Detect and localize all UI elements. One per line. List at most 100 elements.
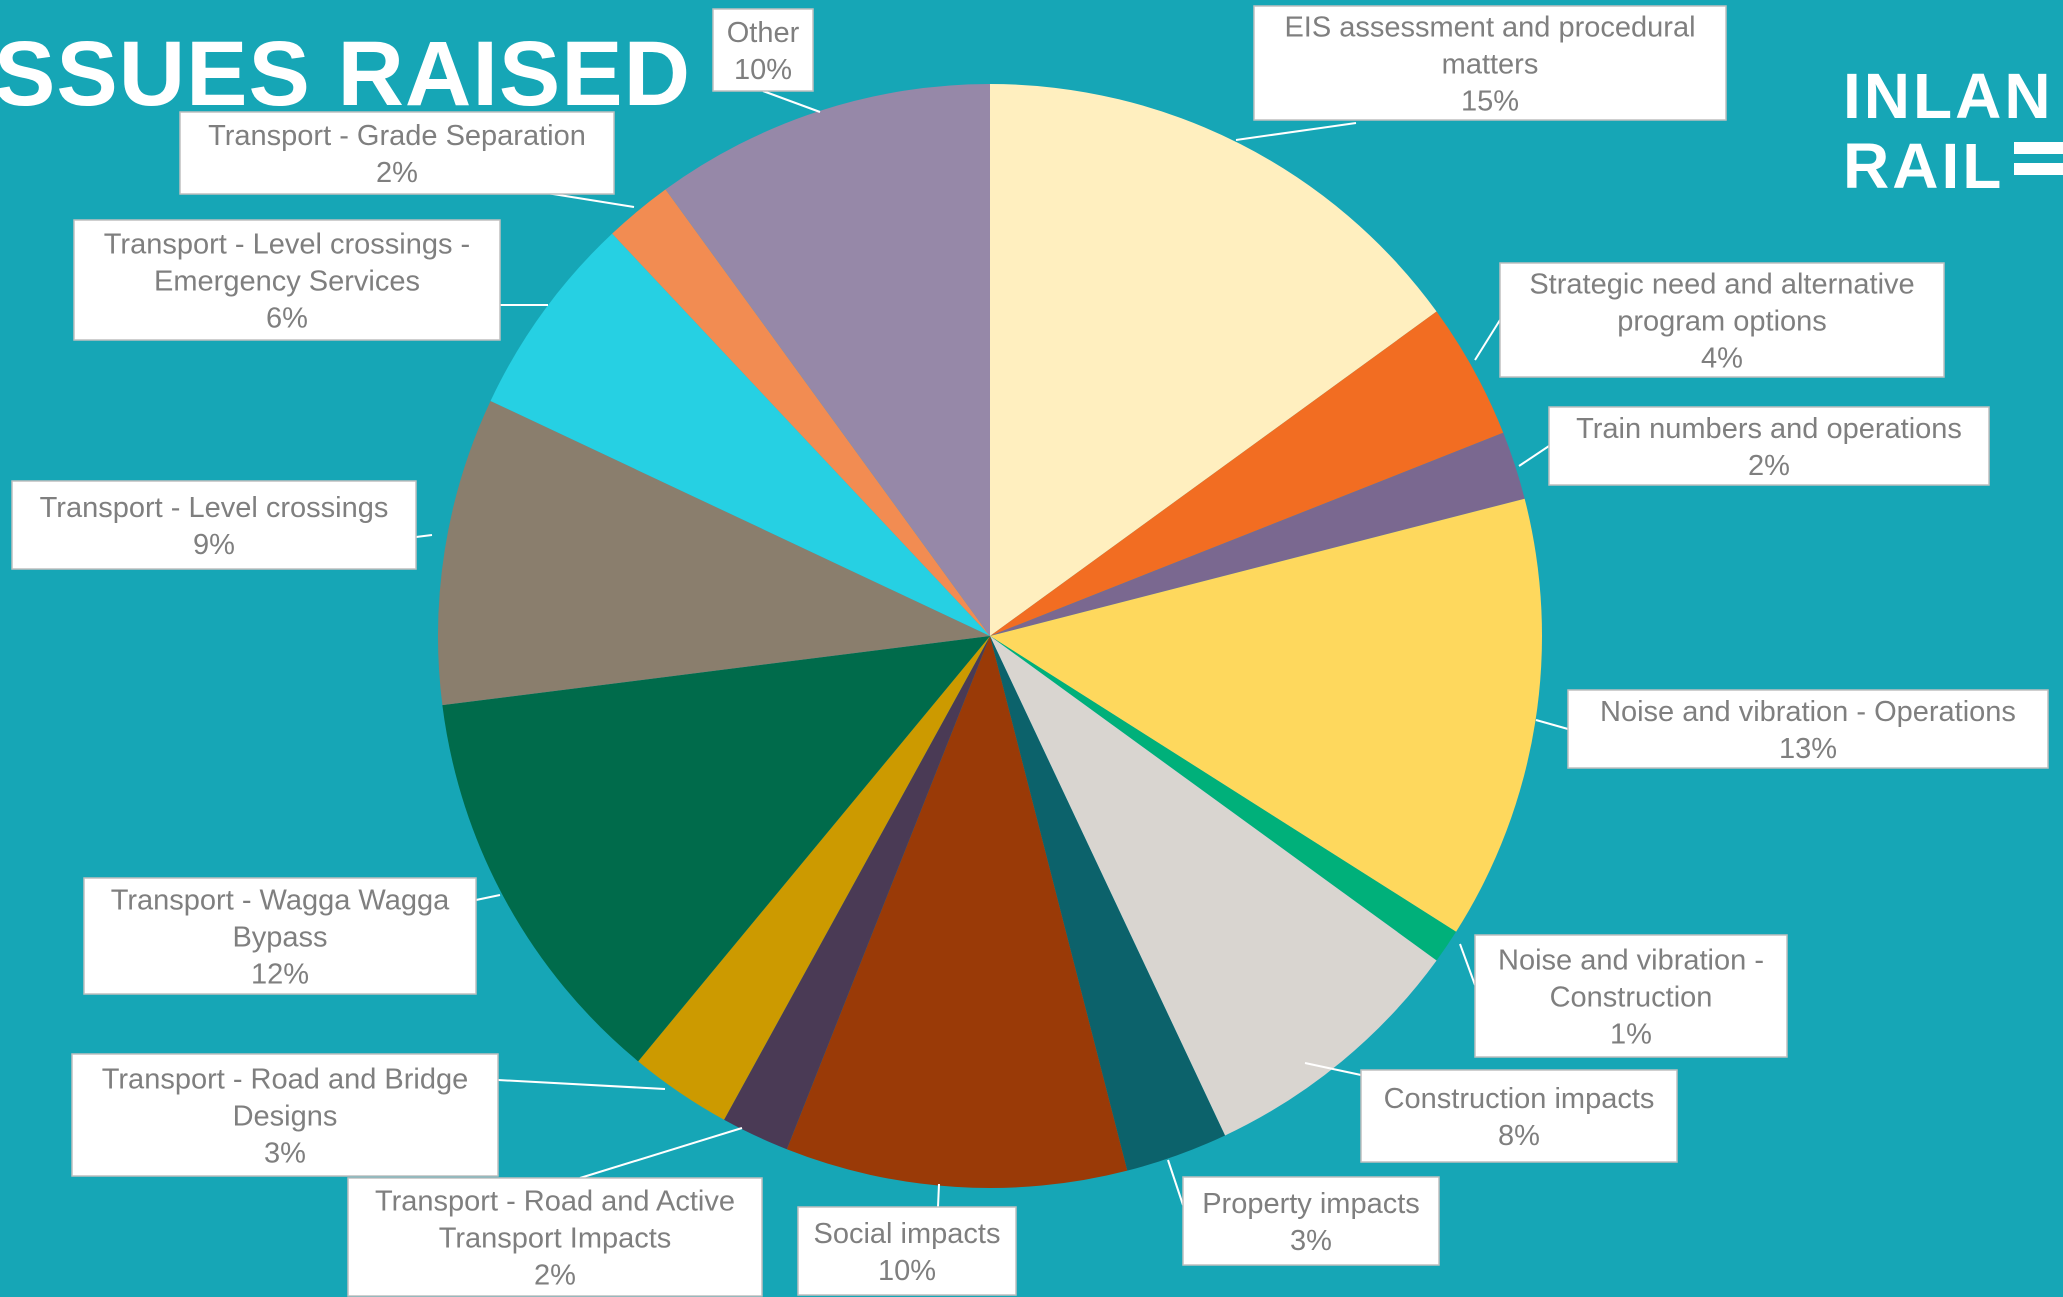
leader-line	[1535, 719, 1569, 730]
leader-line	[937, 1183, 940, 1208]
label-box	[71, 1053, 499, 1177]
label-box	[1567, 689, 2049, 769]
data-label: EIS assessment and procedural matters 15%	[1235, 5, 1727, 141]
slice-label: Bypass	[232, 922, 327, 954]
data-label: Transport - Road and Active Transport Imp…	[347, 1127, 763, 1297]
leader-line	[1474, 319, 1501, 361]
data-label: Transport - Road and Bridge Designs 3%	[71, 1053, 666, 1177]
label-box	[712, 8, 814, 92]
slice-label: Transport Impacts	[439, 1223, 672, 1255]
inland-rail-logo: INLAN RAIL	[1843, 64, 2063, 198]
slice-label: Transport - Wagga Wagga	[111, 885, 450, 917]
pie-slice	[437, 400, 990, 706]
slice-label: Emergency Services	[154, 266, 420, 298]
slice-percent: 8%	[1498, 1120, 1540, 1152]
data-label: Strategic need and alternative program op…	[1474, 262, 1945, 378]
slice-percent: 1%	[1610, 1019, 1652, 1051]
pie-slice	[990, 636, 1437, 1136]
leader-line	[579, 1127, 743, 1179]
slice-label: Construction impacts	[1384, 1083, 1655, 1115]
slice-label: Other	[727, 17, 800, 49]
pie-slice	[724, 636, 990, 1150]
logo-line-2: RAIL	[1843, 130, 2005, 202]
leader-line	[1304, 1062, 1362, 1076]
data-label: Transport - Level crossings - Emergency S…	[73, 219, 548, 341]
slice-label: Designs	[233, 1101, 338, 1133]
pie-slice	[990, 636, 1226, 1171]
slice-percent: 15%	[1461, 86, 1519, 118]
leader-line	[1235, 122, 1357, 141]
data-label: Social impacts 10%	[797, 1183, 1017, 1296]
pie-slice	[612, 189, 990, 637]
pie-slice	[990, 498, 1543, 932]
slice-label: Property impacts	[1202, 1188, 1420, 1220]
slice-percent: 3%	[1290, 1225, 1332, 1257]
slice-label: Transport - Level crossings	[40, 492, 389, 524]
pie-slice	[990, 432, 1525, 636]
data-label: Noise and vibration - Operations 13%	[1535, 689, 2049, 769]
label-box	[1253, 5, 1727, 121]
slice-label: Noise and vibration - Operations	[1600, 696, 2016, 728]
pie-slice	[990, 311, 1504, 636]
slice-percent: 4%	[1701, 343, 1743, 375]
slice-label: Transport - Grade Separation	[208, 120, 586, 152]
slice-percent: 12%	[251, 959, 309, 991]
slice-percent: 10%	[734, 54, 792, 86]
slice-label: Social impacts	[814, 1218, 1001, 1250]
pie-slice	[490, 233, 990, 637]
data-label: Transport - Grade Separation 2%	[179, 111, 635, 208]
slice-label: Strategic need and alternative	[1529, 269, 1914, 301]
data-label: Property impacts 3%	[1167, 1159, 1440, 1266]
slice-percent: 10%	[878, 1255, 936, 1287]
logo-line-1: INLAN	[1843, 60, 2054, 132]
slice-label: Train numbers and operations	[1576, 413, 1962, 445]
pie-slice	[990, 636, 1457, 961]
label-box	[73, 219, 501, 341]
slice-percent: 9%	[193, 529, 235, 561]
logo-bars-icon	[2014, 142, 2063, 175]
leader-line	[1167, 1159, 1184, 1206]
label-box	[1499, 262, 1945, 378]
label-box	[347, 1177, 763, 1297]
pie-slice	[990, 84, 1437, 636]
label-box	[1548, 406, 1990, 486]
page-title: SSUES RAISED	[0, 23, 692, 125]
pie-slice	[665, 84, 990, 636]
leader-line	[762, 90, 821, 113]
label-box	[179, 111, 615, 195]
leader-line	[415, 534, 433, 538]
slice-percent: 2%	[1748, 450, 1790, 482]
data-label: Noise and vibration - Construction 1%	[1459, 934, 1788, 1058]
label-box	[11, 480, 417, 570]
slice-label: Transport - Level crossings -	[104, 229, 470, 261]
data-label: Transport - Level crossings 9%	[11, 480, 433, 570]
leader-line	[1459, 943, 1476, 986]
slice-percent: 2%	[376, 157, 418, 189]
slice-percent: 6%	[266, 303, 308, 335]
pie-slice	[786, 636, 1128, 1189]
data-label: Other 10%	[712, 8, 821, 113]
slice-percent: 13%	[1779, 733, 1837, 765]
slice-label: Construction	[1550, 982, 1713, 1014]
label-box	[83, 877, 477, 995]
slice-label: EIS assessment and procedural	[1284, 12, 1695, 44]
data-label: Construction impacts 8%	[1304, 1062, 1678, 1163]
slice-label: program options	[1617, 306, 1827, 338]
slice-percent: 2%	[534, 1260, 576, 1292]
label-box	[1360, 1069, 1678, 1163]
leader-line	[475, 894, 501, 901]
slice-percent: 3%	[264, 1138, 306, 1170]
leader-line	[497, 1079, 666, 1090]
label-box	[797, 1206, 1017, 1296]
slice-label: Transport - Road and Bridge	[102, 1064, 468, 1096]
label-box	[1182, 1176, 1440, 1266]
label-box	[1474, 934, 1788, 1058]
data-label: Train numbers and operations 2%	[1518, 406, 1990, 486]
pie-slice	[638, 636, 990, 1120]
pie-slice	[442, 636, 991, 1062]
slice-label: Transport - Road and Active	[375, 1186, 735, 1218]
leader-line	[1518, 445, 1550, 467]
slice-label: Noise and vibration -	[1498, 945, 1764, 977]
data-label: Transport - Wagga Wagga Bypass 12%	[83, 877, 501, 995]
